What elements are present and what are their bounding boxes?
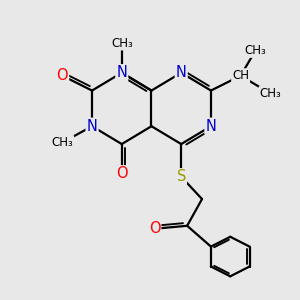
Text: CH₃: CH₃ [51,136,73,149]
Text: O: O [56,68,68,83]
Text: O: O [116,166,128,181]
Text: CH₃: CH₃ [244,44,266,57]
Text: CH: CH [232,69,249,82]
Text: CH₃: CH₃ [111,37,133,50]
Text: N: N [206,119,216,134]
Text: O: O [148,221,160,236]
Text: N: N [87,119,98,134]
Text: N: N [176,65,187,80]
Text: CH₃: CH₃ [260,87,281,100]
Text: N: N [116,65,127,80]
Text: S: S [176,169,186,184]
